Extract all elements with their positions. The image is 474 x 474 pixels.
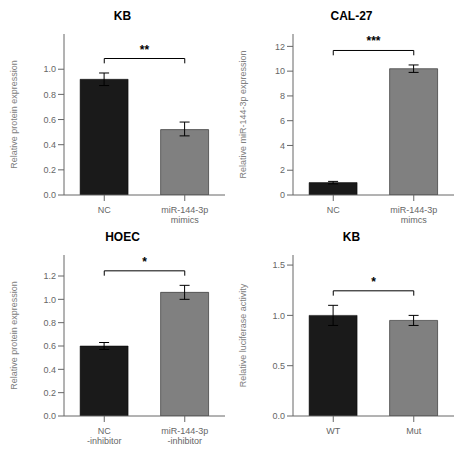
svg-text:NC: NC [98,205,111,215]
svg-text:0.5: 0.5 [272,361,285,371]
svg-text:10: 10 [275,66,285,76]
svg-text:Mut: Mut [406,426,422,436]
svg-text:*: * [142,255,147,269]
svg-text:0.4: 0.4 [43,365,56,375]
svg-text:miR-144-3p-inhibitor: miR-144-3p-inhibitor [161,426,208,446]
svg-text:Relative luciferase activity: Relative luciferase activity [238,283,248,387]
svg-text:0.0: 0.0 [272,411,285,421]
svg-text:0.8: 0.8 [43,318,56,328]
svg-text:0.0: 0.0 [43,190,56,200]
svg-text:1.0: 1.0 [272,311,285,321]
svg-text:NC: NC [327,205,340,215]
svg-text:0.2: 0.2 [43,388,56,398]
svg-text:6: 6 [280,116,285,126]
svg-text:WT: WT [326,426,340,436]
svg-text:*: * [371,275,376,289]
svg-text:1.0: 1.0 [43,295,56,305]
svg-text:12: 12 [275,42,285,52]
svg-text:1.2: 1.2 [43,271,56,281]
html-text:KB: KB [113,9,132,23]
svg-text:0: 0 [280,190,285,200]
svg-text:1.0: 1.0 [43,64,56,74]
svg-text:Relative protein expression: Relative protein expression [9,60,19,169]
html-text:KB: KB [342,230,361,244]
svg-text:NC-inhibitor: NC-inhibitor [87,426,122,446]
svg-text:miR-144-3pmimcs: miR-144-3pmimcs [390,205,437,225]
svg-text:0.8: 0.8 [43,90,56,100]
svg-text:4: 4 [280,141,285,151]
svg-text:2: 2 [280,165,285,175]
svg-text:0.6: 0.6 [43,115,56,125]
svg-text:Relative miR-144-3p expression: Relative miR-144-3p expression [238,50,248,178]
svg-text:0.0: 0.0 [43,411,56,421]
svg-text:1.5: 1.5 [272,260,285,270]
svg-text:0.2: 0.2 [43,165,56,175]
svg-text:***: *** [366,34,380,48]
svg-text:miR-144-3pmimics: miR-144-3pmimics [161,205,208,225]
html-text:HOEC: HOEC [105,230,140,244]
svg-text:Relative protein expression: Relative protein expression [9,281,19,390]
svg-text:8: 8 [280,91,285,101]
svg-text:0.4: 0.4 [43,140,56,150]
html-text:CAL-27: CAL-27 [330,9,373,23]
svg-text:0.6: 0.6 [43,341,56,351]
svg-text:**: ** [140,43,150,57]
